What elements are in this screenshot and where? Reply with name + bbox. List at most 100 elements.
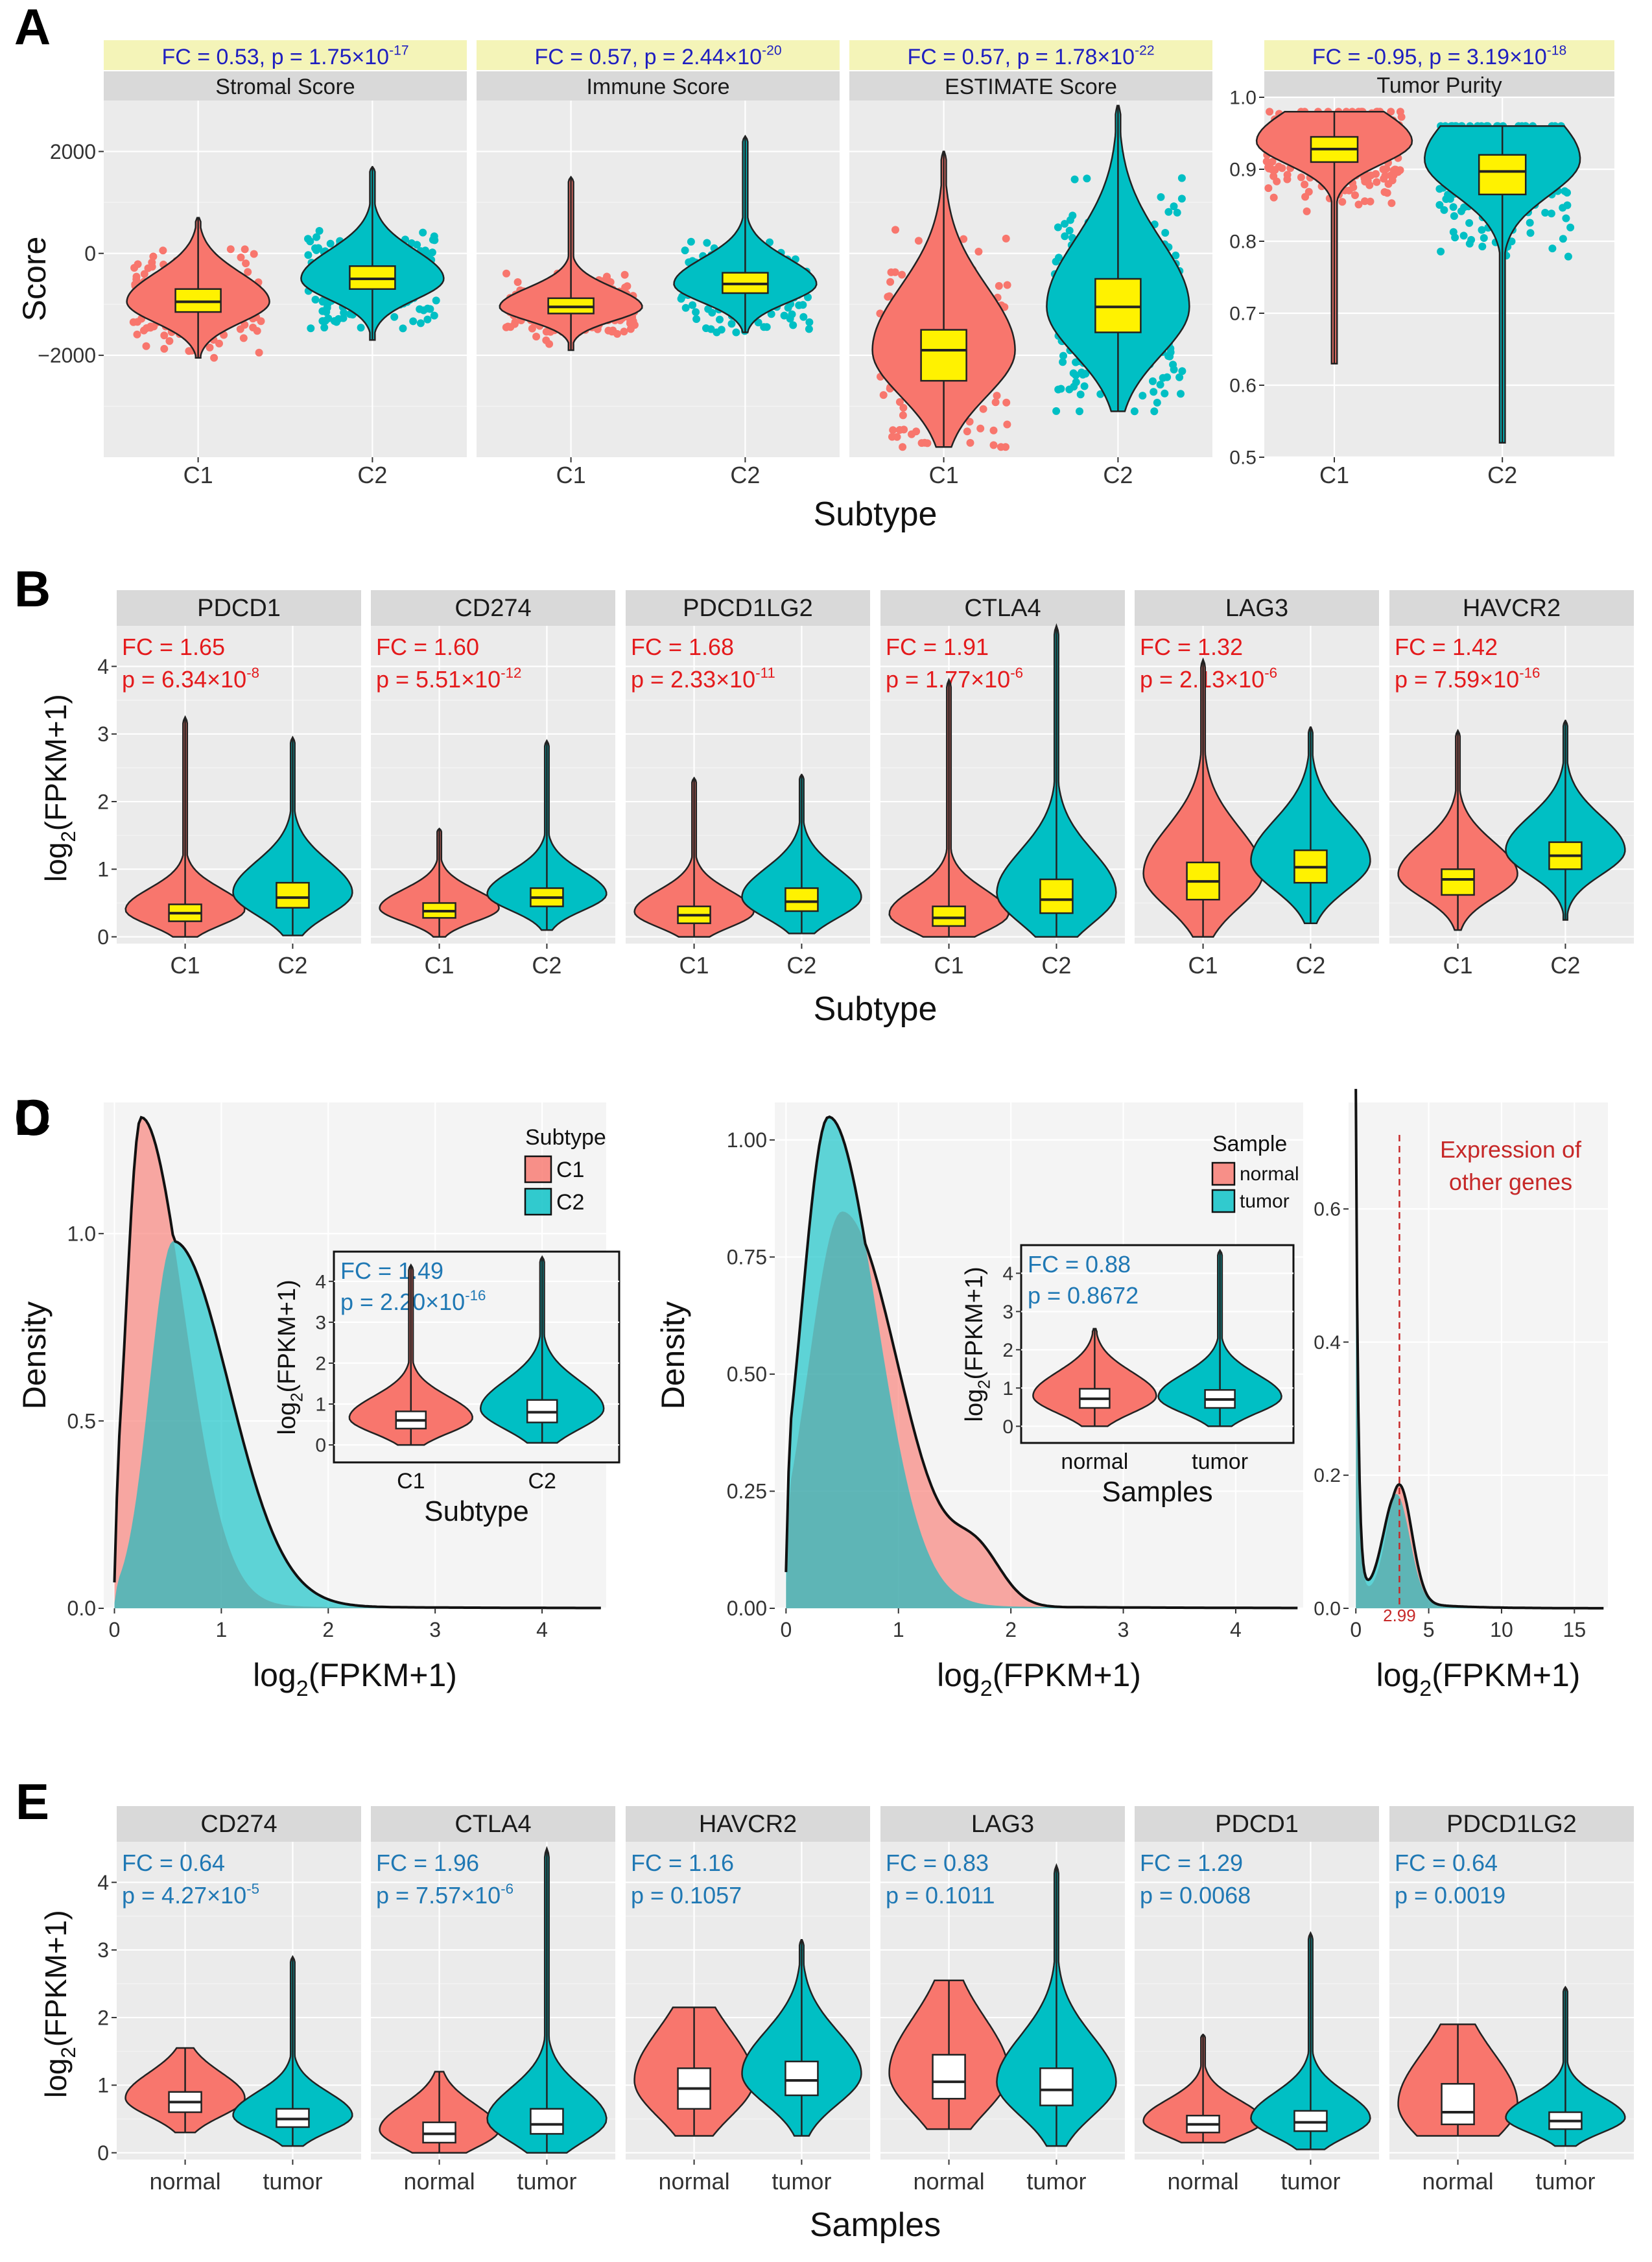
y-tick-label: 2 [97,2006,109,2029]
subscript-text: 2 [57,831,80,842]
data-point [963,427,971,436]
violin-group-C2 [1424,122,1581,444]
facet-strip [1135,590,1379,626]
data-point [1397,113,1406,121]
fc-text: FC = 0.64 [1395,1850,1498,1876]
data-point [1561,187,1569,195]
x-tick-label: C2 [1550,952,1580,979]
data-point [1072,358,1080,366]
panel-label-D: D [14,1089,51,1146]
density-area-tumor [1356,1108,1604,1608]
data-point [1451,233,1459,242]
exponent-text: -6 [501,1881,513,1897]
data-point [707,325,715,333]
exponent-text: -12 [501,665,521,681]
y-tick-label: 0 [84,242,96,265]
stat-text: FC = 0.57, p = 2.44×10-20 [534,43,781,69]
legend-title: Subtype [525,1125,606,1150]
x-tick-label: tumor [772,2168,831,2195]
data-point [210,353,218,362]
violin-group-tumor [1157,1248,1282,1427]
legend: Subtype C1 C2 [524,1125,606,1216]
density-area-C2 [114,1241,601,1608]
legend-swatch [524,1187,552,1216]
x-tick-label: 2 [322,1618,334,1641]
data-point [1478,243,1487,251]
x-tick-label: normal [150,2168,221,2195]
data-point [304,251,313,259]
data-point [1559,235,1567,243]
annotation-text: Expression of [1440,1136,1582,1163]
inset-x-tick-label: C1 [397,1469,425,1494]
label-text: (FPKM+1) [309,1657,457,1693]
data-point [1080,382,1089,390]
inset-x-tick-label: C2 [528,1469,556,1494]
label-text: (FPKM+1) [39,1910,73,2047]
data-point [1268,165,1276,174]
stat-text: FC = -0.95, p = 3.19×10-18 [1312,43,1566,69]
x-axis-label: log2(FPKM+1) [937,1657,1141,1701]
data-point [692,308,700,316]
y-tick-label: 0.25 [727,1480,767,1503]
data-point [249,324,257,331]
data-point [1372,170,1380,178]
data-point [1153,398,1161,407]
p-value-text: p = 0.0019 [1395,1882,1505,1909]
data-point [789,321,797,329]
y-tick-label: 1 [97,858,109,881]
facet-strip [1389,1806,1634,1842]
box-iqr [785,887,819,912]
data-point [732,328,740,337]
legend: Sample normal tumor [1211,1132,1299,1213]
violin-group-C1 [126,217,270,362]
violin-group-C2 [996,623,1117,938]
data-point [1564,252,1572,261]
data-point [895,398,904,406]
inset-y-axis-label: log2(FPKM+1) [274,1280,306,1435]
y-tick-label: 1.0 [67,1222,96,1245]
p-value-text: p = 0.0068 [1140,1882,1251,1909]
data-point [506,323,515,331]
data-point [1354,200,1363,209]
y-tick-label: 0.75 [727,1246,767,1269]
label-text: log [39,842,73,882]
data-point [423,304,432,313]
data-point [917,439,926,447]
data-point [960,235,968,243]
data-point [912,427,921,436]
box-iqr [276,881,310,909]
data-point [307,324,315,333]
data-point [689,301,697,309]
label-text: FC = 0.57, p = 1.78×10 [907,45,1135,69]
x-tick-label: C1 [425,952,454,979]
data-point [1559,204,1567,212]
data-point [1351,191,1359,199]
p-value-text: p = 7.59×10-16 [1395,665,1540,693]
data-point [1059,351,1067,360]
y-tick-label: 2 [97,790,109,813]
x-tick-label: C2 [277,952,307,979]
fc-text: FC = 1.32 [1140,634,1243,660]
data-point [1548,244,1557,253]
y-axis-label: log2(FPKM+1) [39,1910,80,2098]
data-point [1541,209,1550,217]
facet-strip [1135,1806,1379,1842]
y-tick-label: 2 [1002,1340,1013,1361]
data-point [1157,193,1165,201]
exponent-text: -5 [246,1881,259,1897]
data-point [1059,358,1067,366]
violin-group-C2 [741,774,862,935]
x-tick-label: normal [914,2168,985,2195]
data-point [989,426,998,435]
data-point [226,245,235,254]
y-tick-label: 4 [97,1871,109,1894]
fc-text: FC = 1.60 [376,634,479,660]
violin-group-C1 [1255,108,1413,364]
label-text: log [253,1657,296,1693]
data-point [130,264,139,272]
x-tick-label: C1 [1188,952,1218,979]
data-point [160,331,169,340]
violin-group-tumor [1250,1931,1371,2150]
data-point [621,283,630,292]
y-tick-label: 0.5 [67,1409,96,1433]
